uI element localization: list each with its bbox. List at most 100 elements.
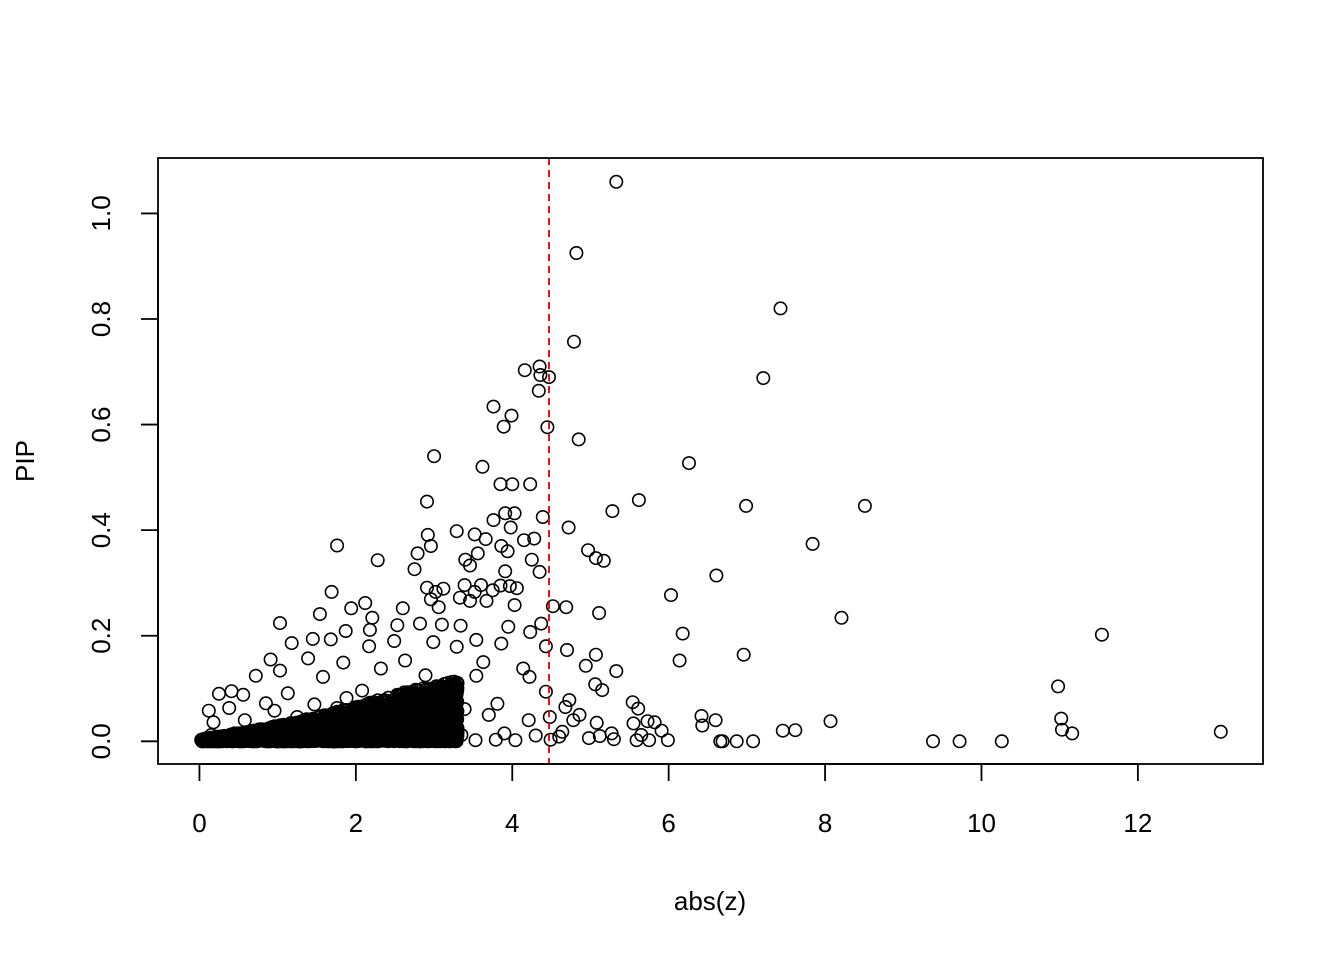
data-point	[358, 595, 373, 610]
data-point	[746, 734, 761, 749]
data-point	[446, 681, 461, 696]
data-point	[267, 729, 282, 744]
data-point	[301, 723, 316, 738]
data-point	[952, 734, 967, 749]
data-point	[524, 552, 539, 567]
data-point	[400, 686, 415, 701]
data-point	[485, 583, 500, 598]
data-point	[756, 371, 771, 386]
data-point	[475, 459, 490, 474]
data-point	[538, 639, 553, 654]
data-point	[509, 581, 524, 596]
data-point	[559, 600, 574, 615]
y-tick-label: 0.2	[86, 618, 116, 654]
data-point	[292, 725, 307, 740]
data-point	[443, 732, 458, 747]
data-point	[1051, 679, 1066, 694]
data-point	[280, 686, 295, 701]
data-point	[423, 538, 438, 553]
data-point	[823, 714, 838, 729]
data-point	[561, 520, 576, 535]
data-point	[391, 731, 406, 746]
data-point	[362, 639, 377, 654]
data-point	[589, 715, 604, 730]
data-point	[493, 578, 508, 593]
data-point	[236, 687, 251, 702]
data-point	[308, 727, 323, 742]
data-point	[449, 710, 464, 725]
data-point	[446, 695, 461, 710]
x-tick-label: 12	[1123, 808, 1152, 838]
x-tick-label: 0	[192, 808, 206, 838]
data-point	[434, 724, 449, 739]
data-point	[370, 553, 385, 568]
data-point	[654, 723, 669, 738]
data-point	[462, 593, 477, 608]
data-point	[434, 617, 449, 632]
data-point	[505, 477, 520, 492]
data-point	[435, 696, 450, 711]
data-point	[498, 564, 513, 579]
data-point	[267, 703, 282, 718]
data-point	[412, 616, 427, 631]
data-point	[407, 562, 422, 577]
data-point	[217, 729, 232, 744]
point-cloud	[196, 174, 1228, 749]
data-point	[501, 619, 516, 634]
data-point	[258, 696, 273, 711]
data-point	[390, 618, 405, 633]
data-point	[543, 732, 558, 747]
data-point	[494, 636, 509, 651]
x-axis-label: abs(z)	[674, 886, 746, 916]
data-point	[531, 383, 546, 398]
data-point	[558, 699, 573, 714]
data-point	[222, 700, 237, 715]
data-point	[532, 359, 547, 374]
data-point	[481, 707, 496, 722]
data-point	[516, 533, 531, 548]
data-point	[436, 581, 451, 596]
data-point	[470, 546, 485, 561]
data-point	[339, 690, 354, 705]
data-point	[629, 733, 644, 748]
data-point	[359, 699, 374, 714]
data-point	[365, 610, 380, 625]
data-point	[449, 639, 464, 654]
data-point	[312, 607, 327, 622]
data-point	[925, 734, 940, 749]
data-point	[213, 731, 228, 746]
data-point	[496, 419, 511, 434]
data-point	[521, 713, 536, 728]
data-point	[581, 731, 596, 746]
data-point	[358, 720, 373, 735]
plot-frame	[157, 157, 1264, 765]
x-tick-label: 4	[505, 808, 519, 838]
data-point	[609, 664, 624, 679]
data-point	[523, 477, 538, 492]
data-point	[588, 647, 603, 662]
dense-point-cloud	[194, 674, 465, 749]
x-tick-label: 6	[661, 808, 675, 838]
data-point	[430, 683, 445, 698]
data-point	[569, 246, 584, 261]
data-point	[609, 174, 624, 189]
data-point	[330, 709, 345, 724]
data-point	[410, 546, 425, 561]
data-point	[453, 618, 468, 633]
data-point	[592, 728, 607, 743]
data-point	[440, 711, 455, 726]
data-point	[201, 703, 216, 718]
data-point	[235, 728, 250, 743]
data-point	[398, 653, 413, 668]
data-point	[385, 714, 400, 729]
data-point	[540, 420, 555, 435]
data-point	[427, 449, 442, 464]
data-point	[393, 688, 408, 703]
data-point	[1054, 711, 1069, 726]
data-point	[486, 513, 501, 528]
data-point	[681, 456, 696, 471]
y-tick-label: 0.4	[86, 512, 116, 548]
data-point	[344, 601, 359, 616]
data-point	[432, 727, 447, 742]
data-point	[528, 728, 543, 743]
